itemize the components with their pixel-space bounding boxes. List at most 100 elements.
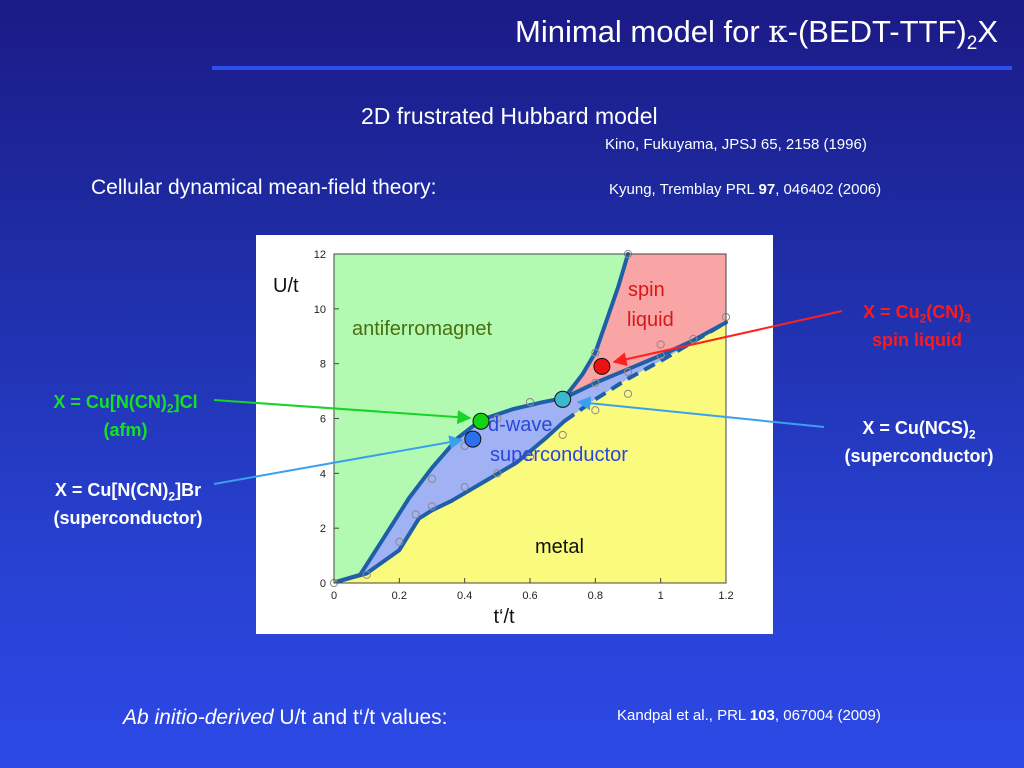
x-tick-label-6: 1.2 — [718, 590, 733, 602]
title-sub: 2 — [966, 33, 978, 55]
computed-point-5 — [427, 474, 437, 483]
title-kappa: κ — [768, 14, 788, 50]
y-axis-label: U/t — [273, 275, 299, 297]
label-d-wave: d-wave — [488, 414, 552, 436]
y-tick-label-4: 8 — [320, 359, 326, 371]
region-d-wave — [337, 322, 726, 582]
ref-kyung-volume: 97 — [758, 181, 776, 198]
cubr-sub: 2 — [168, 489, 176, 504]
material-point-cubr — [464, 430, 482, 448]
material-point-cucn3 — [593, 357, 611, 375]
arrow-cubr — [213, 435, 464, 485]
x-tick-label-0: 0 — [331, 590, 337, 602]
ref-kandpal-volume: 103 — [749, 707, 775, 724]
title-prefix: Minimal model for — [515, 14, 769, 49]
bottom-caption: Ab initio-derived U/t and t‘/t values: — [123, 706, 448, 730]
y-tick-label-2: 4 — [320, 468, 326, 480]
reference-kyung: Kyung, Tremblay PRL 97, 046402 (2006) — [609, 181, 881, 198]
y-tick-label-3: 6 — [320, 414, 326, 426]
material-point-cucl — [472, 412, 490, 430]
callout-cucl-line1: X = Cu[N(CN)2]Cl — [33, 392, 218, 420]
x-tick-label-2: 0.4 — [457, 590, 472, 602]
computed-point-11 — [525, 397, 535, 407]
computed-point-15 — [591, 348, 600, 357]
computed-point-12 — [558, 430, 567, 440]
cucn3-mid: (CN) — [926, 302, 965, 322]
callout-cuncs-line1: X = Cu(NCS)2 — [826, 418, 1012, 446]
computed-point-20 — [656, 340, 665, 349]
computed-point-6 — [460, 482, 469, 492]
computed-point-14 — [591, 378, 600, 387]
cdmft-heading: Cellular dynamical mean-field theory: — [91, 176, 437, 199]
cucn3-sub: 2 — [919, 311, 927, 326]
callout-cucn3-line1: X = Cu2(CN)3 — [832, 302, 1002, 330]
y-tick-label-6: 12 — [314, 249, 326, 261]
boundary-upper-superconductor — [335, 320, 728, 584]
callout-cucn3: X = Cu2(CN)3 spin liquid — [832, 302, 1002, 351]
cucl-sub: 2 — [166, 401, 174, 416]
callout-cubr-line1: X = Cu[N(CN)2]Br — [28, 480, 228, 508]
cubr-pre: X = Cu[N(CN) — [54, 480, 169, 500]
x-tick-label-5: 1 — [658, 590, 664, 602]
callout-cucl-line2: (afm) — [103, 419, 148, 440]
bottom-caption-rest: U/t and t‘/t values: — [273, 706, 448, 729]
title-suffix: X — [977, 14, 998, 49]
cubr-post: ]Br — [175, 480, 202, 500]
computed-point-21 — [689, 334, 698, 344]
reference-kandpal: Kandpal et al., PRL 103, 067004 (2009) — [617, 707, 881, 724]
computed-point-17 — [623, 367, 633, 376]
computed-point-8 — [493, 469, 502, 478]
material-point-cuncs — [554, 390, 572, 408]
phase-diagram-chart: 0 0.2 0.4 0.6 0.8 1 1.2 0 2 4 6 8 10 12 U/t t‘/t antifer… — [273, 249, 734, 628]
boundary-afm-spin-liquid — [562, 252, 630, 400]
cucn3-sub2: 3 — [964, 311, 971, 326]
y-tick-label-1: 2 — [320, 523, 326, 535]
cucl-pre: X = Cu[N(CN) — [53, 392, 167, 412]
callout-cucl: X = Cu[N(CN)2]Cl (afm) — [33, 392, 218, 441]
computed-point-16 — [623, 389, 633, 398]
subtitle: 2D frustrated Hubbard model — [361, 103, 658, 129]
reference-kino: Kino, Fukuyama, JPSJ 65, 2158 (1996) — [605, 136, 867, 153]
x-tick-label-4: 0.8 — [588, 590, 603, 602]
computed-point-2 — [395, 537, 404, 546]
callout-cuncs-line2: (superconductor) — [844, 445, 994, 466]
computed-point-4 — [427, 502, 437, 511]
boundary-lower-superconductor — [335, 419, 567, 584]
boundary-lower-superconductor-dashed — [563, 320, 728, 423]
ref-kandpal-pre: Kandpal et al., PRL — [617, 707, 750, 724]
computed-point-9 — [493, 414, 502, 423]
ref-kandpal-post: , 067004 (2009) — [774, 707, 881, 724]
title-mid: -(BEDT-TTF) — [787, 14, 967, 49]
label-superconductor: superconductor — [490, 444, 628, 466]
title-underline — [212, 66, 1012, 70]
computed-point-10 — [525, 452, 535, 461]
callout-cubr: X = Cu[N(CN)2]Br (superconductor) — [28, 480, 228, 529]
slide-title: Minimal model for κ-(BEDT-TTF)2X — [515, 14, 998, 55]
ref-kyung-post: , 046402 (2006) — [775, 181, 882, 198]
x-tick-label-3: 0.6 — [522, 590, 537, 602]
computed-point-1 — [362, 570, 371, 579]
callout-cucn3-line2: spin liquid — [872, 329, 962, 350]
y-tick-label-5: 10 — [314, 304, 326, 316]
label-antiferromagnet: antiferromagnet — [352, 318, 493, 340]
label-liquid: liquid — [627, 309, 674, 331]
computed-point-13 — [591, 406, 600, 415]
cucn3-pre: X = Cu — [863, 302, 920, 322]
callout-cuncs: X = Cu(NCS)2 (superconductor) — [826, 418, 1012, 467]
x-tick-label-1: 0.2 — [392, 590, 407, 602]
cuncs-pre: X = Cu(NCS) — [862, 418, 969, 438]
arrow-cucn3 — [612, 310, 843, 367]
bottom-caption-italic: Ab initio-derived — [123, 706, 274, 729]
x-axis-label: t‘/t — [493, 606, 515, 628]
arrow-cuncs — [576, 396, 825, 428]
arrow-cucl — [213, 399, 472, 425]
cuncs-sub: 2 — [968, 427, 976, 442]
label-metal: metal — [535, 536, 584, 558]
phase-diagram-panel: 0 0.2 0.4 0.6 0.8 1 1.2 0 2 4 6 8 10 12 U/t t‘/t antifer… — [256, 235, 773, 634]
y-tick-label-0: 0 — [320, 578, 326, 590]
cucl-post: ]Cl — [173, 392, 198, 412]
callout-cubr-line2: (superconductor) — [53, 507, 203, 528]
label-spin: spin — [628, 279, 665, 301]
computed-point-3 — [411, 510, 420, 519]
